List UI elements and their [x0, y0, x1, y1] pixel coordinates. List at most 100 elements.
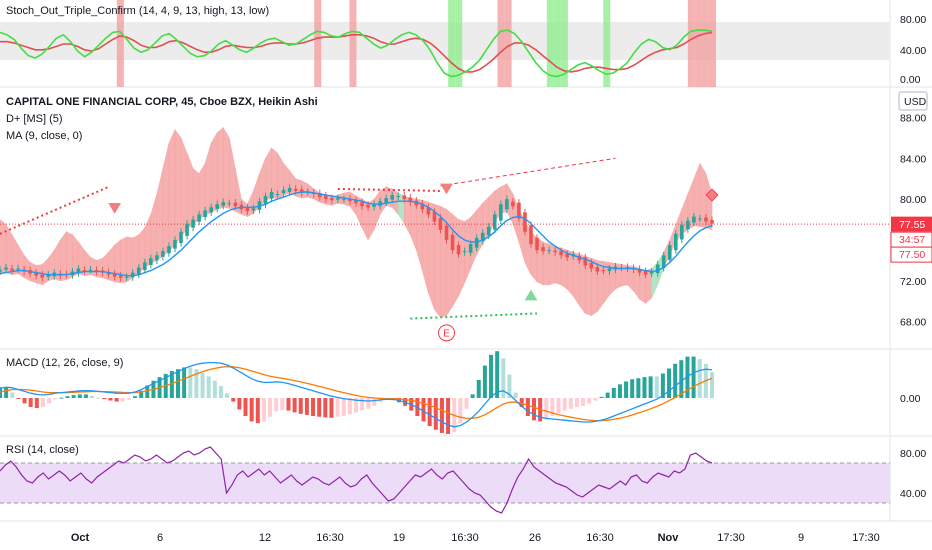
candle-body [275, 194, 280, 196]
macd-histogram-bar [237, 398, 242, 410]
macd-histogram-bar [482, 365, 487, 398]
candle-body [583, 257, 588, 266]
panel-separators [0, 0, 932, 522]
candle-body [191, 219, 195, 228]
macd-histogram-bar [40, 398, 45, 407]
candle-body [161, 251, 165, 257]
macd-histogram-bar [519, 398, 524, 407]
cloud-segment [222, 126, 230, 209]
stoch-signal-bar [314, 0, 322, 87]
stoch-signal-bar [553, 0, 561, 87]
candle-body [118, 275, 123, 278]
stoch-band [0, 22, 890, 60]
buy-triangle-marker [524, 289, 538, 301]
candle-body [692, 216, 696, 223]
macd-histogram-bar [182, 367, 187, 398]
stoch-signal-bar [116, 0, 124, 87]
macd-histogram-bar [660, 373, 665, 398]
macd-histogram-bar [667, 368, 672, 398]
price-panel: CAPITAL ONE FINANCIAL CORP, 45, Cboe BZX… [0, 91, 932, 342]
candle-body [390, 195, 394, 200]
macd-histogram-bar [0, 387, 2, 398]
cloud-segment [349, 191, 357, 216]
candle-body [547, 250, 551, 252]
candle-body [372, 204, 376, 207]
time-axis-label: 12 [259, 532, 271, 544]
macd-histogram-bar [642, 377, 647, 398]
candle-body [209, 207, 213, 213]
candle-body [263, 196, 268, 205]
rsi-tick-80: 80.00 [900, 448, 926, 460]
e-marker[interactable] [438, 324, 456, 342]
stoch-k-line [0, 29, 713, 78]
stoch-signal-bars [116, 0, 716, 87]
candle-body [444, 225, 449, 240]
price-tick-label: 68.00 [900, 317, 926, 329]
macd-histogram-bar [599, 396, 604, 398]
candle-body [173, 239, 177, 249]
currency-button[interactable] [898, 91, 928, 111]
candle-body [643, 271, 648, 275]
macd-tick-0: 0.00 [900, 393, 921, 405]
macd-histogram-bar [347, 398, 352, 415]
candle-body [185, 223, 189, 236]
candle-body [505, 199, 509, 210]
candle-body [149, 258, 153, 265]
cloud-segment [17, 243, 25, 279]
macd-histogram-bar [53, 398, 58, 400]
candle-body [456, 245, 461, 255]
candle-body [655, 264, 660, 274]
macd-histogram-bar [697, 359, 702, 398]
candle-body [233, 202, 238, 207]
candle-body [179, 231, 183, 244]
rsi-title: RSI (14, close) [6, 444, 79, 456]
candle-body [565, 253, 569, 258]
candle-body [46, 274, 51, 277]
macd-line [0, 361, 713, 428]
candle-body [384, 198, 388, 203]
candle-body [408, 197, 413, 203]
macd-histogram-bar [292, 398, 297, 413]
candle-body [106, 272, 111, 275]
candle-body [167, 246, 171, 254]
candle-body [348, 198, 352, 202]
divergence-annotations [0, 157, 719, 320]
candle-body [354, 200, 358, 204]
cloud-segment [23, 254, 31, 282]
macd-histogram-bar [212, 380, 217, 398]
rsi-panel: RSI (14, close) 80.00 40.00 [0, 444, 926, 514]
candle-body [0, 269, 2, 272]
candle-body [16, 268, 20, 270]
macd-histogram-bar [679, 360, 684, 398]
candle-body [492, 214, 497, 230]
macd-histogram-bar [501, 358, 506, 398]
candle-body [559, 251, 563, 256]
cloud-segment [41, 257, 49, 286]
macd-histogram-bar [550, 398, 555, 416]
time-axis-label: 17:30 [717, 532, 745, 544]
macd-histogram-bar [34, 398, 39, 409]
macd-histogram-bar [611, 387, 616, 398]
rsi-band [0, 463, 890, 503]
macd-histogram-bar [96, 397, 101, 399]
price-tick-label: 84.00 [900, 153, 926, 165]
divergence-line [440, 157, 616, 187]
stoch-tick-80: 80.00 [900, 14, 926, 26]
macd-histogram-bar [59, 397, 64, 399]
macd-histogram-bar [574, 398, 579, 407]
candle-body [523, 212, 527, 232]
macd-histogram-bar [587, 398, 592, 404]
cloud-segment [60, 230, 67, 282]
symbol-title: CAPITAL ONE FINANCIAL CORP, 45, Cboe BZX… [6, 96, 318, 108]
stoch-signal-bar [455, 0, 463, 87]
candle-body [625, 267, 630, 269]
macd-histogram-bar [341, 398, 346, 416]
stoch-signal-bar [448, 0, 456, 87]
candle-body [257, 201, 262, 210]
stoch-tick-0: 0.00 [900, 74, 921, 86]
macd-histogram-bar [206, 376, 211, 398]
candle-body [396, 196, 401, 198]
candle-body [432, 211, 437, 222]
macd-histogram-bar [354, 398, 358, 413]
candle-body [76, 268, 81, 274]
